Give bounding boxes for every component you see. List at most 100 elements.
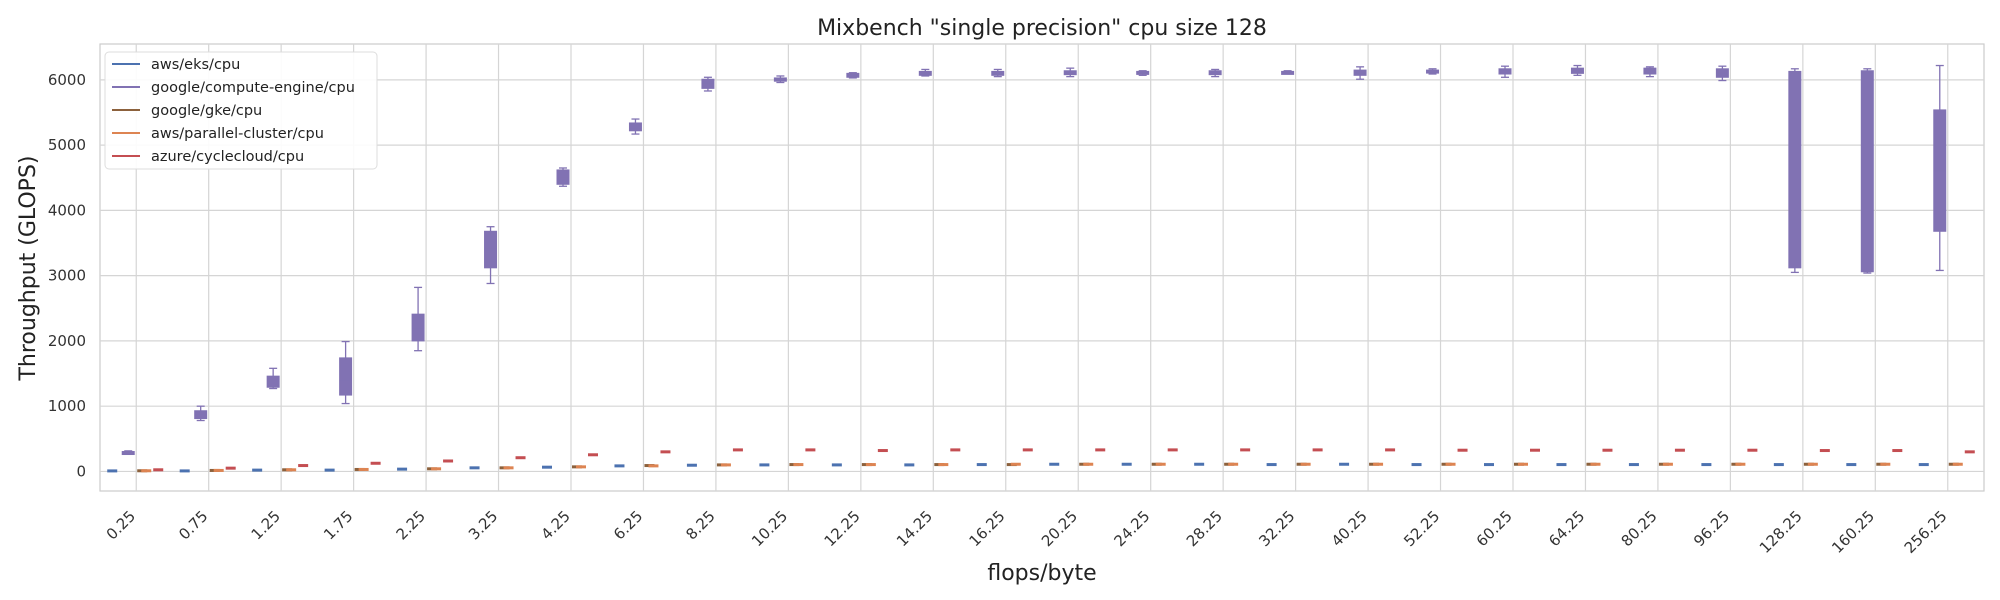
box [1674,448,1685,452]
x-tick-label: 256.25 [1901,507,1951,557]
box [1556,463,1567,467]
box [614,464,625,468]
box [179,469,190,473]
box [628,122,642,132]
x-tick-label: 14.25 [893,507,936,550]
box [1590,462,1601,466]
box [1194,462,1205,466]
y-tick-labels: 0 1000 2000 3000 4000 5000 6000 [48,71,86,481]
x-tick-label: 16.25 [965,507,1008,550]
y-axis-label: Throughput (GLOPS) [16,155,41,381]
box [877,449,888,453]
x-tick-label: 6.25 [610,507,646,543]
x-tick-label: 20.25 [1038,507,1081,550]
box [515,456,526,460]
box [370,461,381,465]
box [865,463,876,467]
box [732,448,743,452]
box [1735,462,1746,466]
box [1121,462,1132,466]
box [298,464,309,468]
x-tick-label: 28.25 [1183,507,1226,550]
y-tick-label: 0 [76,462,86,480]
x-tick-label: 40.25 [1328,507,1371,550]
box [1788,70,1802,269]
box [1773,463,1784,467]
box [1846,463,1857,467]
x-tick-label: 8.25 [682,507,718,543]
box [904,463,915,467]
box [1373,462,1384,466]
box [1411,463,1422,467]
box [1860,70,1874,273]
box [1952,462,1963,466]
box [107,469,118,473]
box [1530,448,1540,452]
y-tick-label: 6000 [48,71,86,89]
box [1602,448,1613,452]
box [141,469,152,473]
x-tick-labels: 0.25 0.75 1.25 1.75 2.25 3.25 4.25 6.25 8.25 10.2… [103,507,1951,557]
x-tick-label: 80.25 [1618,507,1661,550]
box [1022,448,1033,452]
box [1281,70,1295,75]
box [542,465,552,469]
box [266,375,280,388]
box [1155,462,1166,466]
box [1167,448,1178,452]
box [1880,462,1891,466]
y-tick-label: 4000 [48,201,86,219]
box [397,467,408,471]
box [1300,462,1311,466]
box-groups [107,64,1975,473]
box [1933,109,1947,232]
box [1010,462,1021,466]
box [1457,448,1468,452]
box [339,357,353,396]
x-tick-label: 1.25 [248,507,284,543]
box [793,463,804,467]
x-tick-label: 12.25 [821,507,864,550]
box [950,448,961,452]
box [660,450,671,454]
x-tick-label: 64.25 [1545,507,1588,550]
x-tick-label: 32.25 [1255,507,1298,550]
box [358,467,369,471]
box [576,465,586,469]
box [324,468,335,472]
box [252,468,263,472]
box [720,463,731,467]
box [938,463,949,467]
legend: aws/eks/cpu google/compute-engine/cpu goog… [104,51,378,170]
x-tick-label: 2.25 [393,507,429,543]
legend-label: azure/cyclecloud/cpu [151,149,304,165]
box [1628,463,1639,467]
box [976,463,987,467]
box [431,467,442,471]
box [1807,462,1818,466]
box [443,459,454,463]
box [1662,462,1673,466]
x-tick-label: 0.25 [103,507,139,543]
chart-title: Mixbench "single precision" cpu size 128 [817,16,1267,41]
legend-label: google/gke/cpu [151,103,262,119]
box [503,466,514,470]
legend-label: aws/parallel-cluster/cpu [151,126,324,142]
box [286,468,297,472]
box [469,466,480,470]
box [701,78,715,89]
box [1484,463,1494,467]
box [1049,462,1060,466]
x-tick-label: 24.25 [1110,507,1153,550]
x-tick-label: 60.25 [1473,507,1516,550]
plot-area [99,43,1985,492]
box [1819,449,1830,453]
box [1312,448,1323,452]
box [1445,462,1456,466]
x-tick-label: 128.25 [1756,507,1806,557]
box [588,453,598,457]
box [1964,450,1975,454]
box [225,466,236,470]
box [213,468,224,472]
